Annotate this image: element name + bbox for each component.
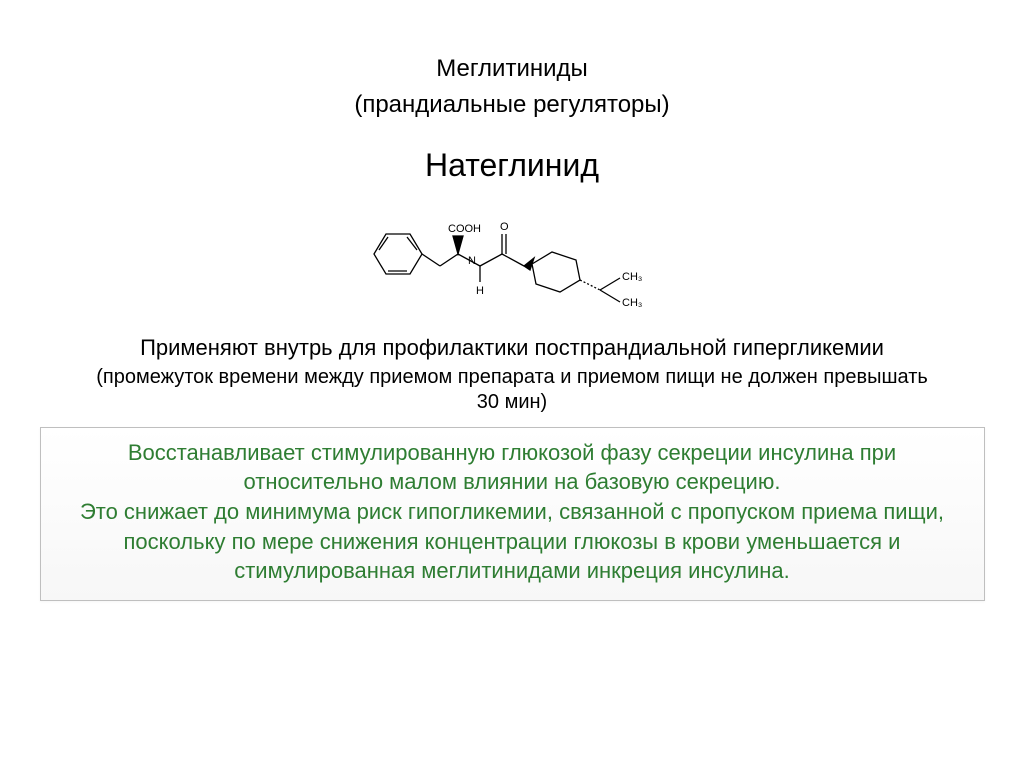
label-o: O <box>500 221 509 233</box>
label-cooh: COOH <box>448 223 481 235</box>
label-ch3-2: CH₃ <box>622 297 642 309</box>
usage-note-text: (промежуток времени между приемом препар… <box>62 365 962 415</box>
chemical-structure-diagram: COOH O N H CH₃ CH₃ <box>352 204 672 314</box>
label-h: H <box>476 285 484 297</box>
label-n: N <box>468 255 476 267</box>
mechanism-text: Восстанавливает стимулированную глюкозой… <box>65 438 960 586</box>
category-subtitle: (прандиальные регуляторы) <box>354 91 669 119</box>
mechanism-info-box: Восстанавливает стимулированную глюкозой… <box>40 427 985 601</box>
drug-name: Натеглинид <box>425 147 599 184</box>
usage-main-text: Применяют внутрь для профилактики постпр… <box>140 334 884 363</box>
category-title: Меглитиниды <box>436 55 588 83</box>
label-ch3-1: CH₃ <box>622 271 642 283</box>
